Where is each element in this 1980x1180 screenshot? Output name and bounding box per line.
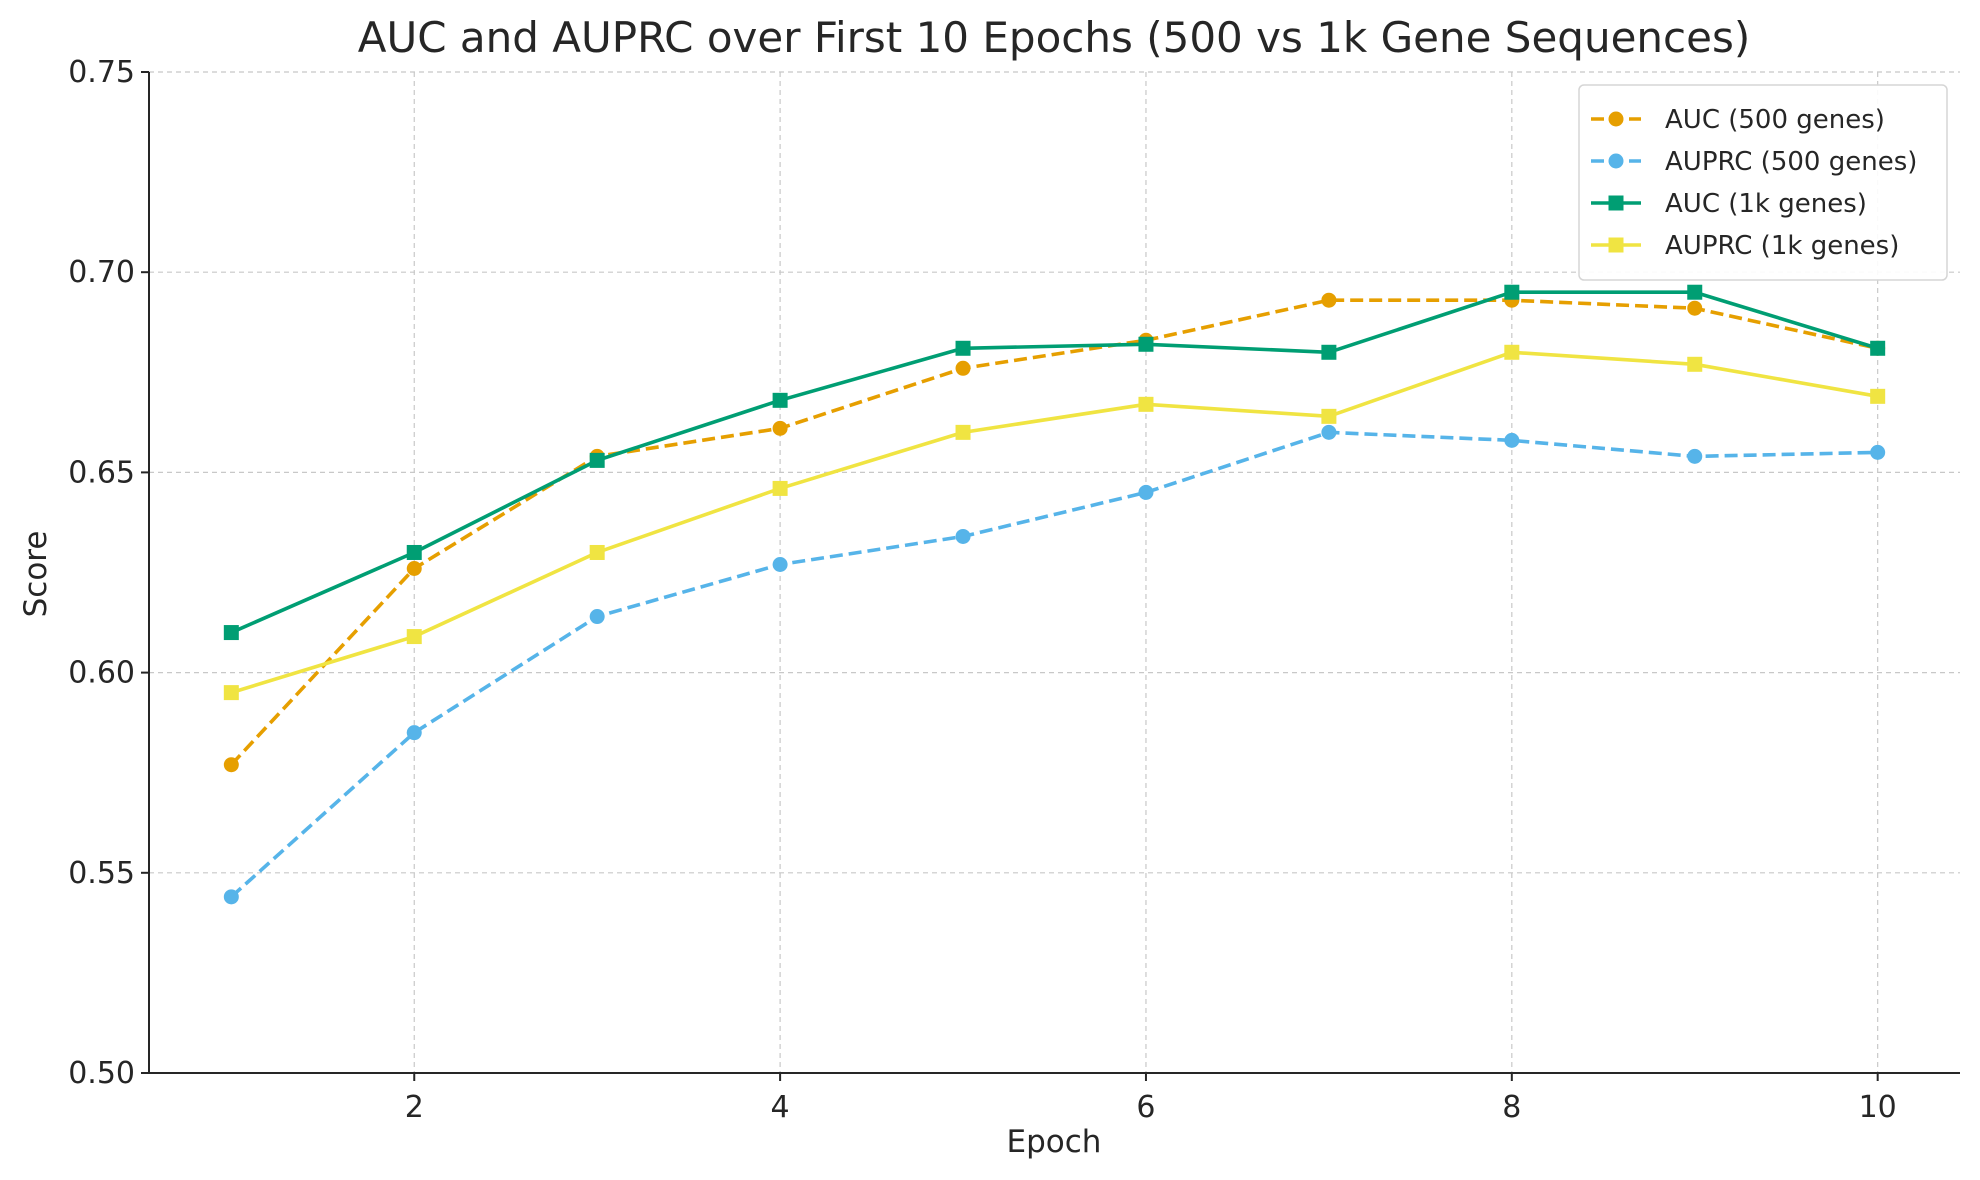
- data-point: [1504, 432, 1520, 448]
- legend-marker-swatch: [1608, 153, 1624, 169]
- legend-entry: AUC (1k genes): [1591, 189, 1867, 219]
- legend-label: AUC (1k genes): [1665, 189, 1867, 219]
- data-point: [1321, 424, 1337, 440]
- x-tick-label: 8: [1502, 1090, 1521, 1125]
- legend-frame: [1578, 84, 1948, 281]
- data-point: [772, 392, 788, 408]
- data-point: [223, 625, 239, 641]
- data-point: [955, 528, 971, 544]
- data-point: [223, 889, 239, 905]
- legend-label: AUPRC (1k genes): [1665, 231, 1899, 261]
- series-auprc-1k-genes: [223, 344, 1886, 701]
- y-tick-label: 0.65: [68, 455, 135, 490]
- series-auc-500-genes: [223, 292, 1886, 773]
- series-line-auprc-500-genes: [230, 430, 1878, 899]
- legend-marker-swatch: [1608, 111, 1624, 127]
- data-point: [406, 544, 422, 560]
- axes: 2 4 6 8 10 0.50 0.55 0.60 0.65 0.70 0.75: [68, 55, 1960, 1125]
- data-point: [406, 560, 422, 576]
- data-point: [772, 480, 788, 496]
- data-point: [955, 340, 971, 356]
- legend-entry: AUPRC (1k genes): [1591, 231, 1899, 261]
- data-point: [223, 757, 239, 773]
- y-axis-title: Score: [18, 531, 54, 618]
- data-point: [1321, 292, 1337, 308]
- legend-marker-swatch: [1608, 237, 1624, 253]
- legend-marker-swatch: [1608, 195, 1624, 211]
- data-point: [1687, 300, 1703, 316]
- data-point: [1687, 356, 1703, 372]
- y-tick-label: 0.55: [68, 856, 135, 891]
- data-point: [1138, 484, 1154, 500]
- data-point: [589, 609, 605, 625]
- data-point: [589, 452, 605, 468]
- x-tick-label: 2: [405, 1090, 424, 1125]
- legend-entry: AUPRC (500 genes): [1591, 147, 1917, 177]
- legend-label: AUPRC (500 genes): [1665, 147, 1917, 177]
- data-point: [1321, 344, 1337, 360]
- chart-title: AUC and AUPRC over First 10 Epochs (500 …: [358, 13, 1750, 62]
- data-point: [1870, 340, 1886, 356]
- data-point: [1138, 336, 1154, 352]
- legend: AUC (500 genes) AUPRC (500 genes) AUC (1k …: [1578, 84, 1948, 281]
- data-point: [1504, 284, 1520, 300]
- data-point: [772, 556, 788, 572]
- data-point: [1870, 444, 1886, 460]
- data-point: [223, 685, 239, 701]
- x-tick-label: 10: [1859, 1090, 1897, 1125]
- data-point: [955, 360, 971, 376]
- data-point: [1870, 388, 1886, 404]
- data-point: [589, 544, 605, 560]
- y-tick-label: 0.50: [68, 1056, 135, 1091]
- legend-entry: AUC (500 genes): [1591, 105, 1885, 135]
- series-auc-1k-genes: [223, 284, 1886, 641]
- data-point: [1138, 396, 1154, 412]
- data-point: [1687, 448, 1703, 464]
- data-point: [1504, 344, 1520, 360]
- x-tick-label: 6: [1136, 1090, 1155, 1125]
- y-tick-label: 0.75: [68, 55, 135, 90]
- data-series: [223, 284, 1886, 905]
- data-point: [1687, 284, 1703, 300]
- x-tick-label: 4: [771, 1090, 790, 1125]
- legend-label: AUC (500 genes): [1665, 105, 1885, 135]
- data-point: [1321, 408, 1337, 424]
- series-auprc-500-genes: [223, 424, 1886, 905]
- series-line-auprc-1k-genes: [230, 350, 1878, 695]
- x-axis-title: Epoch: [1007, 1124, 1102, 1160]
- series-line-auc-1k-genes: [230, 290, 1879, 635]
- data-point: [406, 629, 422, 645]
- y-tick-label: 0.70: [68, 255, 135, 290]
- data-point: [406, 725, 422, 741]
- y-tick-label: 0.60: [68, 656, 135, 691]
- data-point: [955, 424, 971, 440]
- data-point: [772, 420, 788, 436]
- series-line-auc-500-genes: [230, 298, 1879, 766]
